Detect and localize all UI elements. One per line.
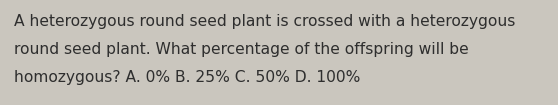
Text: homozygous? A. 0% B. 25% C. 50% D. 100%: homozygous? A. 0% B. 25% C. 50% D. 100%: [14, 70, 360, 85]
Text: round seed plant. What percentage of the offspring will be: round seed plant. What percentage of the…: [14, 42, 469, 57]
Text: A heterozygous round seed plant is crossed with a heterozygous: A heterozygous round seed plant is cross…: [14, 14, 516, 29]
